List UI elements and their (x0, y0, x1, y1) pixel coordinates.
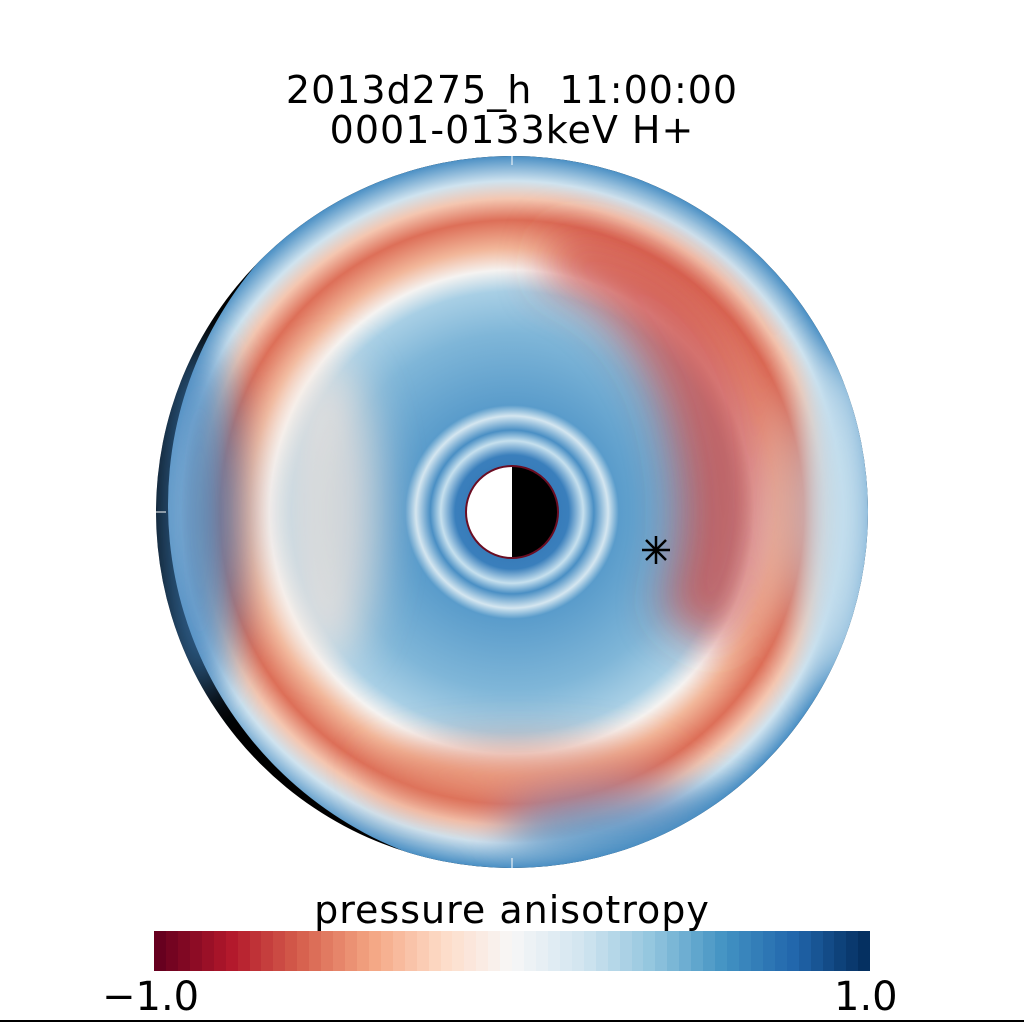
colorbar-step (177, 931, 190, 971)
colorbar-step (655, 931, 668, 971)
colorbar-step (512, 931, 525, 971)
colorbar-step (309, 931, 322, 971)
colorbar-step (643, 931, 656, 971)
colorbar-step (285, 931, 298, 971)
colorbar-step (738, 931, 751, 971)
colorbar-step (834, 931, 847, 971)
colorbar-step (810, 931, 823, 971)
colorbar-step (703, 931, 716, 971)
colorbar-step (368, 931, 381, 971)
colorbar-step (476, 931, 489, 971)
colorbar-step (536, 931, 548, 971)
colorbar-step (321, 931, 334, 971)
colorbar-max-label: 1.0 (834, 974, 898, 1020)
colorbar-step (500, 931, 513, 971)
colorbar-step (488, 931, 501, 971)
colorbar-step (225, 931, 238, 971)
colorbar-step (798, 931, 811, 971)
colorbar-step (261, 931, 274, 971)
colorbar-step (727, 931, 739, 971)
colorbar-step (762, 931, 775, 971)
colorbar-step (822, 931, 835, 971)
colorbar-step (715, 931, 727, 971)
colorbar-step (595, 931, 608, 971)
asterisk-marker-icon (642, 536, 670, 564)
colorbar-step (249, 931, 262, 971)
colorbar-step (750, 931, 763, 971)
colorbar-step (524, 931, 536, 971)
colorbar-step (607, 931, 620, 971)
colorbar-step (786, 931, 799, 971)
colorbar-step (404, 931, 417, 971)
colorbar-step (333, 931, 345, 971)
colorbar-label: pressure anisotropy (314, 888, 710, 932)
colorbar-step (392, 931, 405, 971)
chart-title-line-2: 0001-0133keV H+ (329, 108, 695, 152)
earth-icon (465, 465, 559, 559)
colorbar-step (213, 931, 226, 971)
colorbar-step (583, 931, 596, 971)
colorbar-step (380, 931, 393, 971)
colorbar-step (691, 931, 704, 971)
bottom-border (0, 1020, 1024, 1022)
chart-title-line-1: 2013d275_h 11:00:00 (285, 68, 739, 112)
colorbar-step (846, 931, 859, 971)
colorbar-step (858, 931, 871, 971)
colorbar-step (273, 931, 286, 971)
colorbar-step (237, 931, 250, 971)
colorbar-step (667, 931, 680, 971)
colorbar-step (559, 931, 572, 971)
colorbar-step (619, 931, 632, 971)
colorbar-step (345, 931, 357, 971)
colorbar-step (452, 931, 465, 971)
colorbar-step (547, 931, 560, 971)
colorbar (154, 931, 871, 971)
colorbar-step (154, 931, 166, 971)
colorbar-step (774, 931, 787, 971)
heatmap-asymmetry (160, 230, 868, 868)
colorbar-min-label: −1.0 (102, 974, 200, 1020)
colorbar-step (440, 931, 453, 971)
colorbar-step (201, 931, 214, 971)
colorbar-step (571, 931, 584, 971)
colorbar-step (416, 931, 429, 971)
colorbar-step (631, 931, 644, 971)
colorbar-step (428, 931, 441, 971)
colorbar-step (165, 931, 178, 971)
colorbar-step (189, 931, 202, 971)
colorbar-step (356, 931, 369, 971)
colorbar-step (679, 931, 692, 971)
colorbar-step (464, 931, 477, 971)
colorbar-step (297, 931, 310, 971)
